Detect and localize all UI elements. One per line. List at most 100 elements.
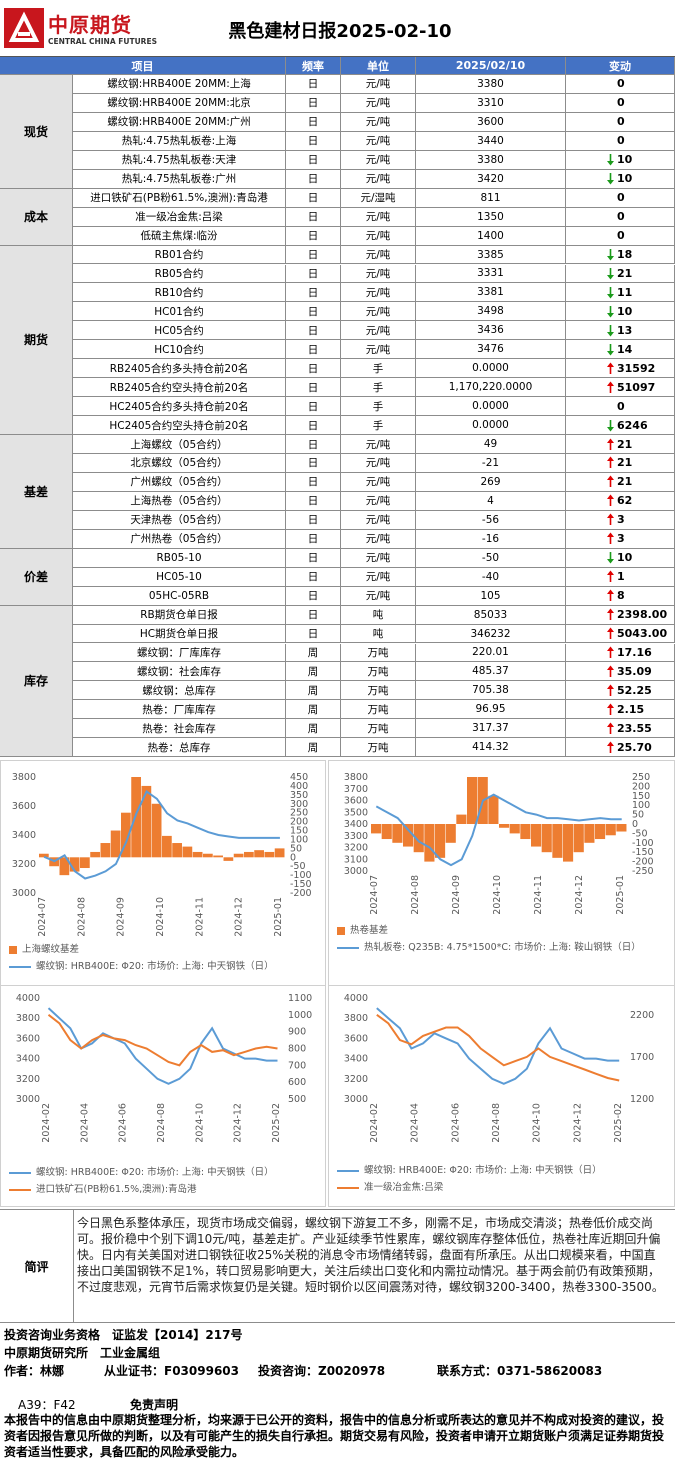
y2-tick-label: 50 [632, 810, 644, 821]
change-cell: 0 [566, 75, 675, 94]
unit: 元/吨 [341, 454, 416, 473]
change: 3 [617, 532, 625, 546]
frequency: 日 [286, 472, 341, 492]
value: 49 [416, 435, 566, 454]
y2-tick-label: -150 [632, 847, 654, 858]
unit: 元/吨 [341, 567, 416, 587]
frequency: 日 [286, 491, 341, 511]
chart-panel: 3000 3100 3200 3300 3400 3500 3600 3700 3800 -250… [328, 760, 675, 986]
legend-entry: 螺纹钢: HRB400E: Φ20: 市场价: 上海: 中天钢铁（日） [337, 1164, 668, 1177]
bar [456, 814, 467, 824]
arrow-head [607, 513, 614, 519]
arrow-head [607, 559, 614, 564]
unit: 元/吨 [341, 491, 416, 511]
legend-marker [337, 1170, 359, 1172]
author: 作者：林娜 [4, 1364, 65, 1378]
frequency: 日 [286, 264, 341, 284]
change: 2398.00 [617, 608, 668, 622]
value: 705.38 [416, 681, 566, 701]
y-tick-label: 3800 [16, 1013, 40, 1024]
change-cell: 62 [566, 491, 675, 511]
trend-arrow [607, 267, 614, 280]
frequency: 周 [286, 700, 341, 720]
y2-tick-label: 100 [290, 834, 308, 845]
logo-en: CENTRAL CHINA FUTURES [48, 37, 157, 46]
frequency: 日 [286, 529, 341, 549]
y2-tick-label: -150 [290, 879, 312, 890]
logo-icon [4, 8, 44, 48]
change-cell: 8 [566, 586, 675, 606]
arrow-head [607, 703, 614, 708]
change-cell: 10 [566, 548, 675, 568]
unit: 元/吨 [341, 207, 416, 227]
unit: 元/吨 [341, 226, 416, 246]
trend-arrow [607, 343, 614, 356]
y2-tick-label: 200 [632, 781, 650, 792]
unit: 元/吨 [341, 472, 416, 492]
change: 13 [617, 323, 633, 337]
trend-arrow [607, 173, 614, 185]
bar [595, 824, 606, 840]
x-tick-label: 2024-04 [79, 1103, 90, 1143]
unit: 万吨 [341, 662, 416, 682]
item: 螺纹钢:HRB400E 20MM:广州 [73, 112, 286, 132]
y2-tick-label: 250 [632, 772, 650, 783]
trend-arrow [607, 722, 614, 734]
line [376, 1007, 620, 1085]
group-label: 期货 [0, 245, 73, 436]
unit: 元/湿吨 [341, 188, 416, 208]
line [47, 1014, 278, 1067]
bar [616, 824, 627, 832]
item: HC10合约 [73, 340, 286, 360]
bar [488, 795, 499, 824]
comment-box: 简评 今日黑色系整体承压，现货市场成交偏弱，螺纹钢下游复工不多，刚需不足，市场成… [0, 1209, 675, 1323]
bar [162, 835, 172, 858]
trend-arrow [607, 513, 614, 526]
change: 0 [617, 96, 625, 110]
item: 05HC-05RB [73, 586, 286, 606]
item: 上海热卷（05合约） [73, 491, 286, 511]
item: HC05-10 [73, 567, 286, 587]
value: 0.0000 [416, 397, 566, 417]
unit: 手 [341, 378, 416, 398]
arrow-head [607, 741, 614, 746]
y2-tick-label: 200 [290, 817, 308, 828]
arrow-head [607, 293, 614, 299]
change: 51097 [617, 380, 656, 394]
frequency: 日 [286, 75, 341, 94]
arrow-head [607, 665, 614, 670]
code: A39：F42 [18, 1398, 76, 1412]
change-cell: 21 [566, 472, 675, 492]
bar [541, 824, 552, 853]
y-tick-label: 3000 [344, 866, 368, 877]
item: 进口铁矿石(PB粉61.5%,澳洲):青岛港 [73, 188, 286, 208]
change-cell: 10 [566, 302, 675, 322]
bar [192, 851, 203, 858]
bar [131, 777, 141, 858]
frequency: 日 [286, 150, 341, 170]
bar [203, 853, 213, 858]
y2-tick-label: -200 [290, 888, 312, 899]
legend: 上海螺纹基差 螺纹钢: HRB400E: Φ20: 市场价: 上海: 中天钢铁（日… [9, 943, 319, 977]
y2-tick-label: 350 [290, 790, 308, 801]
arrow-head [607, 608, 614, 614]
frequency: 日 [286, 397, 341, 417]
unit: 手 [341, 359, 416, 379]
value: 0.0000 [416, 359, 566, 379]
item: RB期货仓单日报 [73, 605, 286, 625]
change-cell: 21 [566, 264, 675, 284]
change-cell: 0 [566, 188, 675, 208]
column-header: 频率 [286, 57, 341, 75]
value: 0.0000 [416, 416, 566, 436]
unit: 元/吨 [341, 340, 416, 360]
change-cell: 3 [566, 529, 675, 549]
item: RB01合约 [73, 245, 286, 265]
bar [424, 824, 435, 862]
item: 热卷：总库存 [73, 738, 286, 758]
y2-tick-label: 150 [290, 826, 308, 837]
change: 0 [617, 77, 625, 91]
item: RB2405合约多头持仓前20名 [73, 359, 286, 379]
y-tick-label: 3600 [344, 1033, 368, 1044]
y-tick-label: 3800 [12, 772, 36, 783]
x-tick-label: 2024-10 [155, 897, 166, 937]
